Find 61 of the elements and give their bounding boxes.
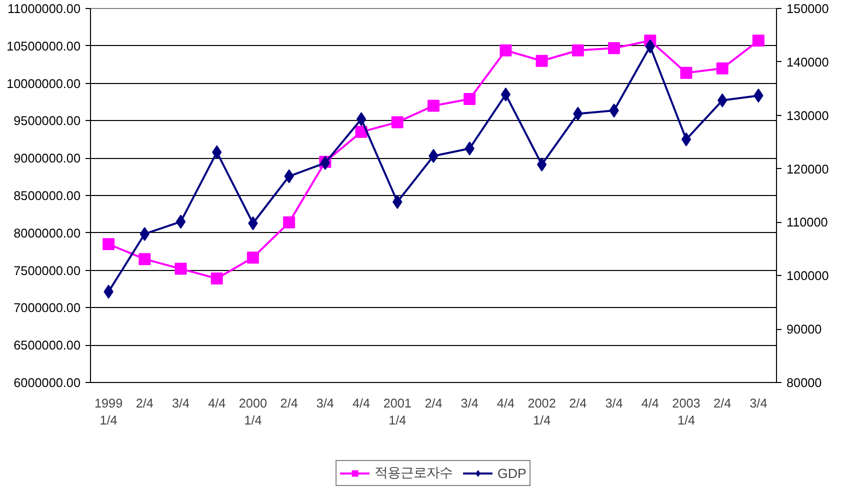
point — [536, 158, 547, 172]
y-tick-label: 9000000.00 — [14, 152, 81, 166]
point — [572, 44, 584, 56]
point — [391, 116, 404, 128]
x-tick-label: 2001 1/4 — [383, 396, 412, 428]
x-tick-label: 2/4 — [714, 396, 732, 410]
y-tick-label: 9500000.00 — [14, 114, 81, 128]
x-tick-label: 3/4 — [172, 396, 190, 410]
point — [102, 238, 115, 250]
y2-tick-label: 110000 — [786, 216, 828, 230]
x-tick-label: 4/4 — [496, 396, 515, 410]
x-tick-label: 4/4 — [641, 396, 659, 410]
y-tick-label: 10500000.00 — [6, 39, 80, 54]
y-tick-label: 6500000.00 — [14, 338, 81, 353]
x-tick-label: 1999 1/4 — [94, 396, 123, 428]
x-tick-label: 3/4 — [750, 396, 768, 410]
x-tick-label: 3/4 — [316, 396, 334, 410]
point — [138, 253, 151, 266]
x-tick-label: 3/4 — [460, 396, 478, 410]
y-tick-label: 6000000.00 — [14, 376, 81, 390]
y-tick-label: 10000000.00 — [6, 76, 80, 91]
x-tick-label: 4/4 — [208, 396, 226, 410]
x-tick-label: 2/4 — [280, 396, 298, 410]
x-tick-label: 4/4 — [352, 396, 370, 410]
x-tick-label: 2/4 — [136, 396, 154, 410]
x-tick-label: 3/4 — [605, 396, 623, 410]
x-tick-label: 2/4 — [569, 396, 587, 410]
x-tick-label: 2000 1/4 — [238, 396, 268, 428]
y2-tick-label: 80000 — [786, 376, 822, 390]
point — [716, 62, 728, 74]
x-tick-label: 2002 1/4 — [528, 396, 556, 428]
y2-tick-label: 140000 — [786, 55, 829, 70]
point — [210, 272, 223, 285]
y2-tick-label: 150000 — [786, 2, 829, 16]
point — [752, 34, 764, 47]
y-tick-label: 7500000.00 — [14, 264, 81, 278]
y2-tick-label: 120000 — [786, 162, 829, 176]
point — [680, 66, 692, 79]
point — [356, 112, 366, 126]
point — [500, 44, 512, 56]
x-tick-label: 2003 1/4 — [672, 396, 700, 428]
legend-label: GDP — [498, 466, 526, 480]
y-tick-label: 8500000.00 — [14, 189, 81, 203]
y2-tick-label: 100000 — [786, 269, 829, 284]
legend-label: 적용근로자수 — [374, 464, 453, 482]
point — [246, 252, 259, 264]
y2-tick-label: 90000 — [786, 322, 822, 337]
point — [536, 54, 548, 67]
point — [283, 216, 296, 228]
point — [608, 42, 620, 54]
point — [176, 214, 186, 229]
point — [464, 93, 476, 106]
y2-tick-label: 130000 — [786, 108, 829, 123]
point — [681, 132, 692, 146]
y-tick-label: 7000000.00 — [14, 301, 81, 316]
point — [500, 88, 511, 102]
point — [174, 262, 187, 275]
point — [428, 100, 440, 112]
y-tick-label: 11000000.00 — [8, 2, 81, 16]
y-tick-label: 8000000.00 — [14, 226, 81, 240]
x-tick-label: 2/4 — [424, 396, 442, 410]
